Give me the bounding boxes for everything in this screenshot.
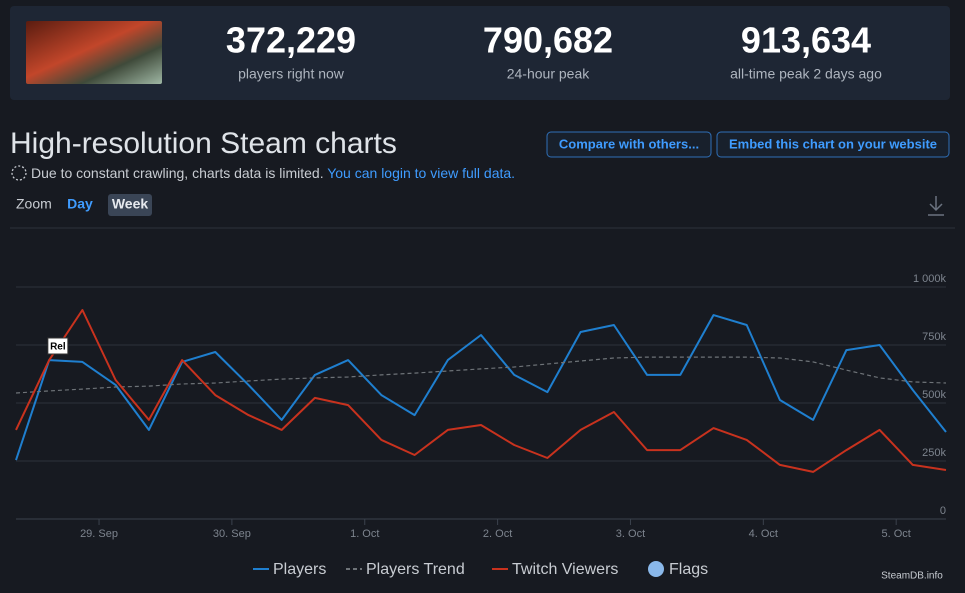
- stat-value: 790,682: [483, 20, 613, 61]
- chart: 0 250k 500k 750k 1 000k 29. Sep 30. Sep 1. Oct 2…: [15, 273, 947, 578]
- notice: Due to constant crawling, charts data is…: [31, 165, 515, 181]
- y-tick-label: 0: [940, 505, 946, 517]
- y-tick-label: 250k: [922, 447, 946, 459]
- game-image: [26, 21, 162, 84]
- flag-label: Rel: [50, 342, 66, 353]
- notice-text: Due to constant crawling, charts data is…: [31, 165, 324, 181]
- embed-button[interactable]: Embed this chart on your website: [716, 131, 950, 158]
- x-tick-label: 4. Oct: [749, 528, 778, 540]
- stats: 372,229 players right now 790,682 24-hour p…: [226, 20, 882, 82]
- stat-label: 24-hour peak: [507, 66, 591, 82]
- stat-label: all-time peak 2 days ago: [730, 66, 882, 82]
- y-tick-label: 750k: [922, 331, 946, 343]
- stat-label: players right now: [238, 66, 345, 82]
- x-tick-label: 3. Oct: [616, 528, 645, 540]
- stat-value: 372,229: [226, 20, 356, 61]
- button-label: Embed this chart on your website: [729, 136, 937, 151]
- x-tick-label: 29. Sep: [80, 528, 118, 540]
- y-tick-label: 500k: [922, 389, 946, 401]
- x-tick-label: 5. Oct: [882, 528, 911, 540]
- zoom-week-bg[interactable]: [108, 194, 152, 216]
- series-line: [15, 314, 947, 461]
- stat-value: 913,634: [741, 20, 871, 61]
- series-line: [15, 356, 947, 394]
- download-icon[interactable]: [928, 196, 944, 216]
- legend-label: Twitch Viewers: [512, 561, 618, 578]
- legend-swatch: [648, 561, 664, 577]
- x-tick-label: 2. Oct: [483, 528, 512, 540]
- zoom-day[interactable]: Day: [67, 196, 93, 212]
- zoom-week[interactable]: Week: [112, 196, 149, 212]
- flag-box: [47, 337, 69, 355]
- y-tick-label: 1 000k: [913, 273, 947, 285]
- page-title: High-resolution Steam charts: [10, 127, 397, 160]
- legend-label: Players Trend: [366, 561, 465, 578]
- x-tick-label: 30. Sep: [213, 528, 251, 540]
- series-line: [15, 309, 947, 473]
- button-label: Compare with others...: [559, 136, 699, 151]
- zoom-label: Zoom: [16, 196, 52, 212]
- notice-icon: [11, 165, 27, 181]
- x-tick-label: 1. Oct: [350, 528, 379, 540]
- login-link[interactable]: You can login to view full data.: [327, 165, 515, 181]
- stats-panel: [10, 6, 950, 100]
- legend-label: Flags: [669, 561, 708, 578]
- compare-button[interactable]: Compare with others...: [546, 131, 712, 158]
- legend-label: Players: [273, 561, 326, 578]
- watermark: SteamDB.info: [881, 571, 943, 582]
